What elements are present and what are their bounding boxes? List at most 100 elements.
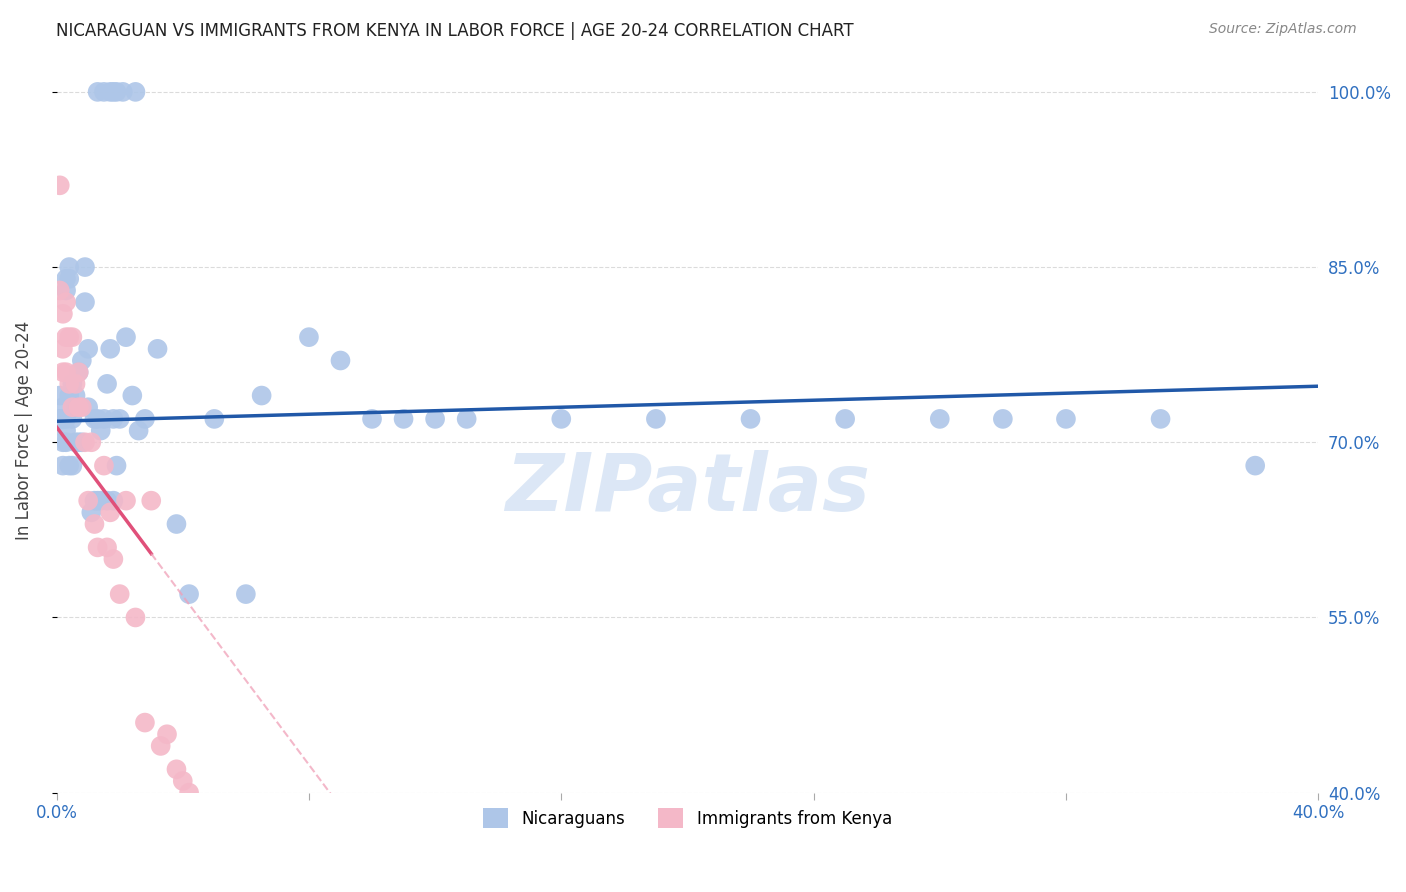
Point <box>67 365 90 379</box>
Point <box>86 493 108 508</box>
Point <box>55 435 77 450</box>
Point <box>49 412 72 426</box>
Point <box>90 493 112 508</box>
Point <box>124 85 146 99</box>
Point <box>65 388 87 402</box>
Point <box>58 330 80 344</box>
Point <box>423 412 446 426</box>
Point <box>1244 458 1267 473</box>
Point <box>834 412 856 426</box>
Point <box>55 272 77 286</box>
Point <box>83 412 105 426</box>
Point <box>60 412 83 426</box>
Point <box>111 85 134 99</box>
Point <box>58 388 80 402</box>
Point <box>392 412 415 426</box>
Point <box>49 388 72 402</box>
Point <box>55 424 77 438</box>
Point <box>60 330 83 344</box>
Point <box>128 424 150 438</box>
Point <box>67 365 90 379</box>
Point <box>108 412 131 426</box>
Point <box>55 284 77 298</box>
Point <box>96 493 118 508</box>
Point <box>58 272 80 286</box>
Point <box>60 376 83 391</box>
Point <box>52 342 75 356</box>
Point <box>58 458 80 473</box>
Point <box>55 295 77 310</box>
Point <box>115 330 138 344</box>
Point <box>456 412 478 426</box>
Point <box>90 424 112 438</box>
Point <box>550 412 572 426</box>
Point <box>146 342 169 356</box>
Point <box>98 342 121 356</box>
Text: Source: ZipAtlas.com: Source: ZipAtlas.com <box>1209 22 1357 37</box>
Point <box>93 85 115 99</box>
Point <box>156 727 179 741</box>
Point <box>52 307 75 321</box>
Point <box>65 376 87 391</box>
Point <box>166 762 188 776</box>
Point <box>60 458 83 473</box>
Point <box>645 412 668 426</box>
Point <box>73 295 96 310</box>
Point <box>77 493 100 508</box>
Point <box>108 587 131 601</box>
Point <box>86 541 108 555</box>
Point <box>103 493 125 508</box>
Point <box>52 435 75 450</box>
Point <box>83 493 105 508</box>
Point <box>134 412 156 426</box>
Text: NICARAGUAN VS IMMIGRANTS FROM KENYA IN LABOR FORCE | AGE 20-24 CORRELATION CHART: NICARAGUAN VS IMMIGRANTS FROM KENYA IN L… <box>56 22 853 40</box>
Point <box>65 435 87 450</box>
Point <box>65 401 87 415</box>
Point <box>80 505 103 519</box>
Point <box>177 587 200 601</box>
Point <box>103 85 125 99</box>
Point <box>187 797 209 812</box>
Point <box>134 715 156 730</box>
Point <box>361 412 384 426</box>
Point <box>52 365 75 379</box>
Point <box>93 458 115 473</box>
Point <box>70 353 93 368</box>
Point <box>124 610 146 624</box>
Point <box>1149 412 1171 426</box>
Point <box>73 435 96 450</box>
Point <box>60 401 83 415</box>
Point <box>86 412 108 426</box>
Point <box>58 260 80 274</box>
Point <box>928 412 950 426</box>
Point <box>235 587 257 601</box>
Point <box>103 412 125 426</box>
Point <box>77 342 100 356</box>
Point <box>52 412 75 426</box>
Point <box>202 412 225 426</box>
Point <box>96 541 118 555</box>
Point <box>1054 412 1077 426</box>
Point <box>105 458 128 473</box>
Point <box>55 365 77 379</box>
Point <box>98 85 121 99</box>
Point <box>67 401 90 415</box>
Point <box>93 412 115 426</box>
Point <box>55 412 77 426</box>
Point <box>329 353 352 368</box>
Point <box>52 458 75 473</box>
Point <box>149 739 172 753</box>
Point <box>80 435 103 450</box>
Point <box>67 435 90 450</box>
Point <box>298 330 321 344</box>
Point <box>70 401 93 415</box>
Point <box>58 376 80 391</box>
Point <box>55 330 77 344</box>
Point <box>250 388 273 402</box>
Point <box>991 412 1014 426</box>
Point <box>70 435 93 450</box>
Text: ZIPatlas: ZIPatlas <box>505 450 870 527</box>
Point <box>98 505 121 519</box>
Point <box>52 401 75 415</box>
Point <box>172 774 194 789</box>
